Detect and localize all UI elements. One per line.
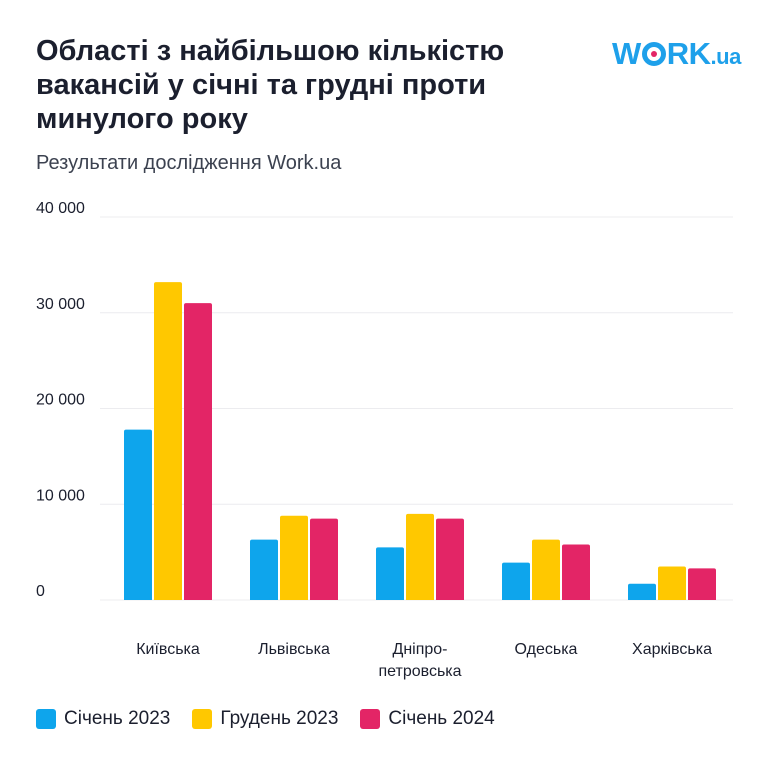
bar-грудень-2023 [154, 282, 182, 600]
x-tick-label: петровська [378, 663, 461, 680]
legend-swatch [360, 709, 381, 729]
bar-січень-2023 [628, 583, 656, 600]
bar-січень-2023 [376, 547, 404, 600]
legend: Січень 2023 Грудень 2023 Січень 2024 [36, 708, 495, 730]
legend-label: Січень 2024 [388, 708, 495, 729]
bar-січень-2024 [310, 518, 338, 600]
bar-січень-2023 [124, 429, 152, 600]
y-tick-label: 10 000 [36, 487, 85, 504]
bar-грудень-2023 [658, 566, 686, 600]
bar-січень-2023 [250, 539, 278, 600]
y-tick-label: 20 000 [36, 392, 85, 409]
legend-item: Січень 2024 [360, 708, 495, 730]
bar-chart: 0 10 000 20 000 30 000 40 000 Київська Львівсь… [36, 200, 733, 680]
legend-swatch [192, 709, 213, 729]
bar-грудень-2023 [532, 539, 560, 600]
work-ua-logo: W RK.ua [612, 36, 741, 71]
x-tick-label: Харківська [632, 641, 712, 658]
legend-item: Грудень 2023 [192, 708, 338, 730]
legend-item: Січень 2023 [36, 708, 170, 730]
x-tick-label: Дніпро- [392, 641, 447, 658]
legend-label: Грудень 2023 [220, 708, 339, 729]
x-tick-label: Одеська [515, 641, 578, 658]
x-tick-label: Львівська [258, 641, 330, 658]
y-tick-label: 30 000 [36, 296, 85, 313]
bar-грудень-2023 [280, 515, 308, 600]
bar-січень-2023 [502, 562, 530, 600]
bar-січень-2024 [688, 568, 716, 600]
bar-січень-2024 [436, 518, 464, 600]
bar-січень-2024 [184, 303, 212, 600]
x-tick-label: Київська [136, 641, 200, 658]
bar-січень-2024 [562, 544, 590, 600]
legend-swatch [36, 709, 56, 729]
chart-subtitle: Результати дослідження Work.ua [36, 152, 342, 174]
y-tick-label: 40 000 [36, 200, 85, 217]
bar-грудень-2023 [406, 513, 434, 600]
y-tick-label: 0 [36, 583, 45, 600]
chart-title: Області з найбільшою кількістю вакансій … [36, 35, 505, 135]
logo-target-icon [641, 42, 666, 66]
legend-label: Січень 2023 [64, 708, 171, 729]
